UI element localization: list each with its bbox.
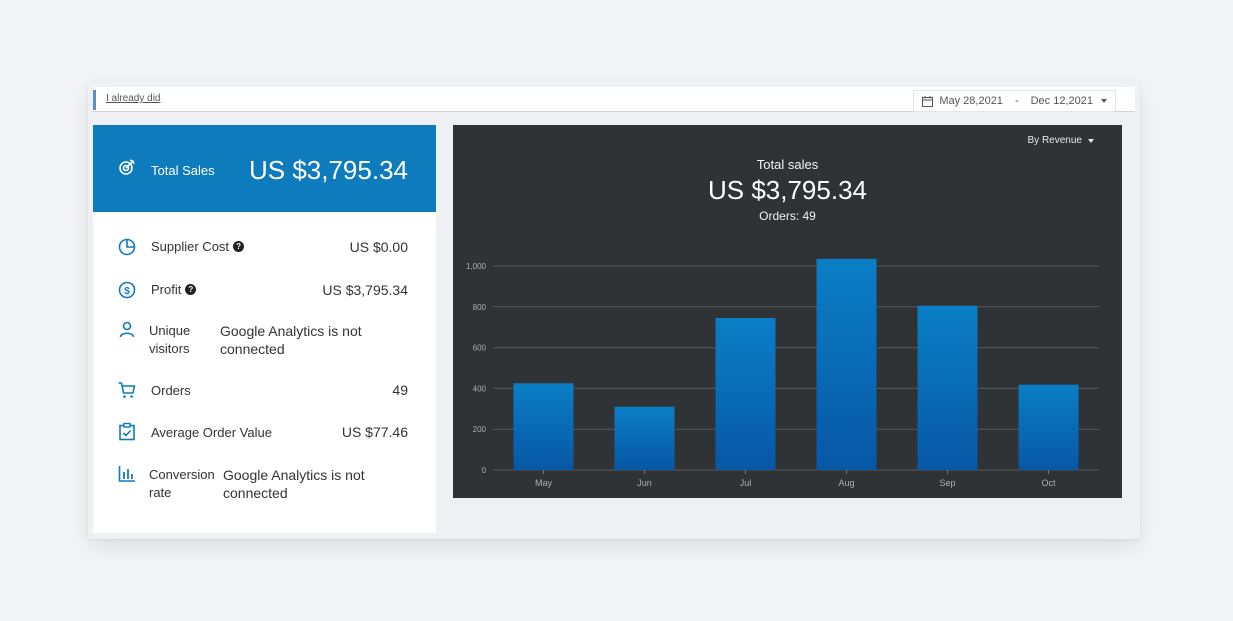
y-tick-label: 800 <box>473 303 487 312</box>
top-bar: I already did May 28,2021 - Dec 12,2021 <box>93 87 1135 112</box>
bar-jun[interactable] <box>614 406 675 470</box>
ga-not-connected-note: Google Analytics is not connected <box>220 323 362 357</box>
date-range-picker[interactable]: May 28,2021 - Dec 12,2021 <box>913 90 1116 112</box>
dollar-circle-icon: $ <box>118 281 136 299</box>
summary-panel: Total Sales US $3,795.34 Supplier Cost? … <box>93 125 436 533</box>
bar-chart: 0 200 400 600 800 1,000 May Jun Jul Aug Sep Oct <box>466 258 1099 488</box>
calendar-icon <box>922 95 934 107</box>
metric-name: Profit? <box>151 281 197 299</box>
help-icon[interactable]: ? <box>185 284 197 295</box>
bar-may[interactable] <box>513 383 574 470</box>
revenue-dropdown[interactable]: By Revenue <box>1028 135 1094 146</box>
user-icon <box>119 321 135 338</box>
y-tick-label: 200 <box>473 425 487 434</box>
pie-chart-icon <box>118 238 136 256</box>
date-separator: - <box>1014 95 1019 107</box>
metric-value: US $3,795.34 <box>322 282 408 298</box>
total-sales-value: US $3,795.34 <box>248 155 408 185</box>
sales-chart-panel: By Revenue Total sales US $3,795.34 Orde… <box>453 125 1122 498</box>
svg-text:$: $ <box>124 286 130 297</box>
metric-value: US $77.46 <box>341 424 408 440</box>
date-start: May 28,2021 <box>939 95 1003 107</box>
chart-orders-count: Orders: 49 <box>759 209 816 223</box>
cart-icon <box>118 382 136 398</box>
x-tick-label: Aug <box>838 478 854 488</box>
revenue-dropdown-label: By Revenue <box>1027 135 1082 146</box>
x-tick-label: Sep <box>939 478 955 488</box>
metric-name: Orders <box>151 383 191 398</box>
accent-bar <box>93 90 96 110</box>
total-sales-label: Total Sales <box>151 163 215 178</box>
y-tick-label: 400 <box>473 384 487 393</box>
chart-total-value: US $3,795.34 <box>707 175 867 205</box>
x-tick-label: Jun <box>637 478 652 488</box>
metric-name: Supplier Cost? <box>151 238 245 256</box>
bar-aug[interactable] <box>816 258 877 470</box>
metric-value: US $0.00 <box>349 239 408 255</box>
metric-name: Average Order Value <box>151 425 272 440</box>
y-tick-label: 1,000 <box>466 262 487 271</box>
metric-name: Unique visitors <box>149 323 191 356</box>
bar-oct[interactable] <box>1018 384 1079 470</box>
bar-chart-icon <box>118 466 135 482</box>
chevron-down-icon <box>1088 138 1094 143</box>
ga-not-connected-note: Google Analytics is not connected <box>223 467 365 501</box>
bar-jul[interactable] <box>715 318 776 470</box>
x-tick-label: Oct <box>1041 478 1056 488</box>
x-tick-label: Jul <box>740 478 752 488</box>
already-did-link[interactable]: I already did <box>106 93 161 104</box>
total-sales-card: Total Sales US $3,795.34 <box>93 125 436 212</box>
date-end: Dec 12,2021 <box>1030 95 1093 107</box>
dashboard-frame: I already did May 28,2021 - Dec 12,2021 … <box>88 81 1140 539</box>
x-tick-label: May <box>535 478 553 488</box>
help-icon[interactable]: ? <box>233 241 245 252</box>
target-icon <box>119 159 135 175</box>
metric-name: Conversion rate <box>149 467 215 500</box>
y-tick-label: 600 <box>473 344 487 353</box>
clipboard-check-icon <box>119 422 135 441</box>
metric-value: 49 <box>392 382 408 398</box>
chevron-down-icon <box>1101 99 1107 103</box>
bar-sep[interactable] <box>917 305 978 470</box>
y-tick-label: 0 <box>482 466 487 475</box>
chart-title: Total sales <box>756 157 819 172</box>
